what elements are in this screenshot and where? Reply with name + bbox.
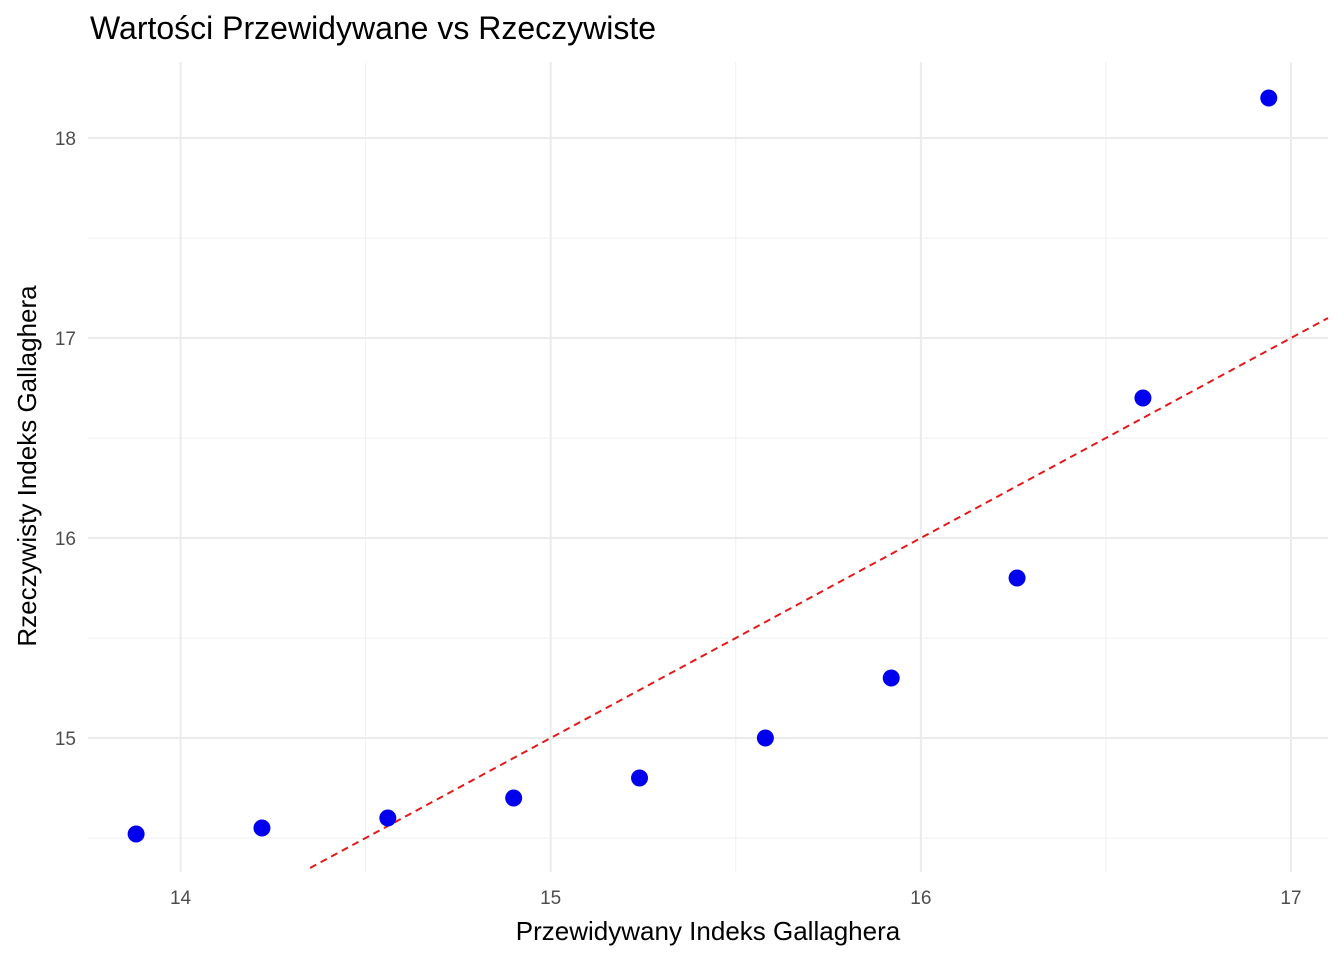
reference-line (309, 317, 1329, 869)
data-point (882, 669, 900, 687)
x-axis-title: Przewidywany Indeks Gallaghera (516, 916, 901, 946)
reference-line-group (309, 317, 1329, 869)
y-tick-label: 16 (55, 529, 76, 550)
x-axis-tick-labels: 14 15 16 17 (170, 888, 1302, 909)
chart-title: Wartości Przewidywane vs Rzeczywiste (90, 10, 657, 46)
y-tick-label: 18 (55, 129, 76, 150)
data-point (1134, 389, 1152, 407)
x-tick-label: 17 (1280, 888, 1301, 909)
y-axis-tick-labels: 15 16 17 18 (55, 129, 76, 750)
data-point (631, 769, 649, 787)
data-point (1008, 569, 1026, 587)
minor-gridlines (88, 62, 1328, 872)
x-tick-label: 16 (910, 888, 931, 909)
y-axis-title: Rzeczywisty Indeks Gallaghera (12, 285, 42, 647)
data-point (127, 825, 145, 843)
x-tick-label: 14 (170, 888, 192, 909)
data-point (379, 809, 397, 827)
x-tick-label: 15 (540, 888, 561, 909)
data-point (505, 789, 523, 807)
data-point (253, 819, 271, 837)
y-tick-label: 15 (55, 729, 76, 750)
major-gridlines (88, 62, 1328, 872)
data-point (1260, 89, 1278, 107)
y-tick-label: 17 (55, 329, 76, 350)
data-points (127, 89, 1278, 843)
data-point (756, 729, 774, 747)
